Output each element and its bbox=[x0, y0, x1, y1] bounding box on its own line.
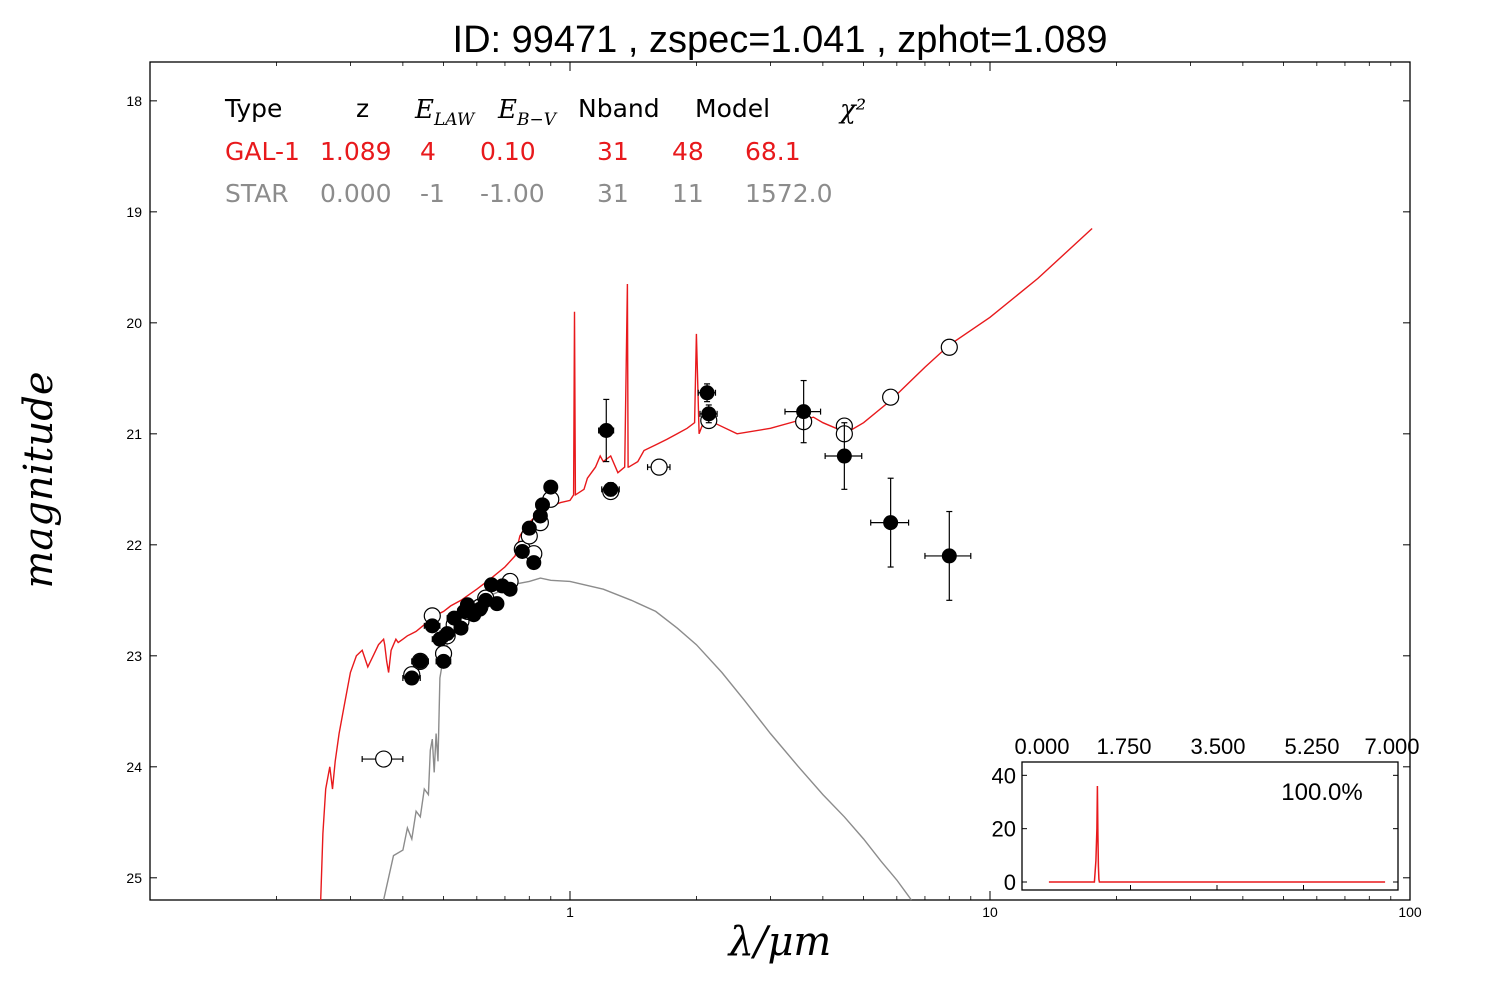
table-cell-gal-1: 48 bbox=[672, 137, 704, 166]
table-header-nband: Nband bbox=[578, 94, 660, 123]
table-header-chi2: χ² bbox=[838, 95, 866, 125]
observed-point bbox=[543, 479, 559, 495]
model-magnitude-point bbox=[650, 458, 668, 476]
observed-point bbox=[453, 620, 469, 636]
observed-point bbox=[941, 548, 957, 564]
observed-point bbox=[404, 670, 420, 686]
y-tick-label: 22 bbox=[126, 537, 142, 553]
inset-y-tick-label: 20 bbox=[992, 817, 1016, 842]
inset-x-tick-label: 3.500 bbox=[1190, 734, 1245, 759]
observed-point bbox=[836, 448, 852, 464]
table-cell-gal-1: 1.089 bbox=[320, 137, 392, 166]
fit-table: Type z ELAW EB−V Nband Model χ² GAL-1 1.0… bbox=[224, 94, 866, 208]
table-cell-star: -1 bbox=[420, 179, 445, 208]
observed-point bbox=[436, 653, 452, 669]
inset-y-tick-label: 0 bbox=[1004, 870, 1016, 895]
observed-point bbox=[796, 404, 812, 420]
y-tick-label: 24 bbox=[126, 759, 142, 775]
observed-point bbox=[521, 520, 537, 536]
model-curves bbox=[320, 227, 1093, 901]
table-header-z: z bbox=[356, 94, 369, 123]
table-cell-gal-1: 31 bbox=[597, 137, 629, 166]
observed-point bbox=[514, 543, 530, 559]
table-cell-star: STAR bbox=[225, 179, 289, 208]
observed-point bbox=[424, 618, 440, 634]
plot-frame bbox=[149, 61, 1411, 901]
inset-x-tick-label: 1.750 bbox=[1096, 734, 1151, 759]
table-rows: GAL-1 1.089 4 0.10 31 48 68.1 STAR 0.000 -1 -1.00 3… bbox=[225, 137, 832, 208]
inset-x-tick-label: 7.000 bbox=[1364, 734, 1419, 759]
inset-frame bbox=[1021, 761, 1399, 891]
table-header-type: Type bbox=[224, 94, 282, 123]
y-tick-label: 21 bbox=[126, 426, 142, 442]
inset-probability: 100.0% bbox=[1281, 779, 1362, 806]
table-cell-star: 11 bbox=[672, 179, 704, 208]
observed-point bbox=[412, 653, 428, 669]
observed-point bbox=[534, 497, 550, 513]
inset-pdf-line bbox=[1048, 785, 1386, 883]
x-axis-label: λ/μm bbox=[727, 919, 832, 965]
observed-point bbox=[502, 581, 518, 597]
table-cell-star: 1572.0 bbox=[745, 179, 832, 208]
observed-point bbox=[489, 596, 505, 612]
table-cell-gal-1: 4 bbox=[420, 137, 436, 166]
y-tick-label: 19 bbox=[126, 204, 142, 220]
table-header-model: Model bbox=[695, 94, 770, 123]
observed-point bbox=[883, 515, 899, 531]
observed-point bbox=[603, 481, 619, 497]
inset-curve bbox=[1048, 785, 1386, 883]
table-header-ebv: EB−V bbox=[497, 95, 558, 130]
table-cell-star: 31 bbox=[597, 179, 629, 208]
observed-point bbox=[526, 555, 542, 571]
x-tick-label: 1 bbox=[566, 904, 574, 920]
x-tick-label: 100 bbox=[1398, 904, 1422, 920]
chart-title: ID: 99471 , zspec=1.041 , zphot=1.089 bbox=[453, 19, 1108, 61]
series-line-gal-1 bbox=[320, 227, 1093, 901]
y-tick-label: 23 bbox=[126, 648, 142, 664]
y-axis-label: magnitude bbox=[16, 371, 62, 588]
table-header-elaw: ELAW bbox=[414, 95, 476, 130]
table-cell-gal-1: GAL-1 bbox=[225, 137, 300, 166]
photometry-points bbox=[361, 338, 972, 768]
model-magnitude-point bbox=[882, 388, 900, 406]
inset-ticks: 0.000 1.750 3.500 5.250 7.000 0 20 40 bbox=[992, 734, 1420, 895]
table-cell-star: 0.000 bbox=[320, 179, 392, 208]
y-tick-label: 20 bbox=[126, 315, 142, 331]
observed-point bbox=[598, 422, 614, 438]
x-tick-label: 10 bbox=[982, 904, 998, 920]
redshift-pdf-inset: 0.000 1.750 3.500 5.250 7.000 0 20 40 100.0% bbox=[992, 734, 1420, 895]
inset-y-tick-label: 40 bbox=[992, 763, 1016, 788]
inset-x-tick-label: 5.250 bbox=[1284, 734, 1339, 759]
table-cell-star: -1.00 bbox=[480, 179, 545, 208]
observed-point bbox=[439, 626, 455, 642]
y-tick-label: 18 bbox=[126, 93, 142, 109]
model-magnitude-point bbox=[375, 750, 393, 768]
y-tick-label: 25 bbox=[126, 870, 142, 886]
observed-point bbox=[699, 385, 715, 401]
observed-point bbox=[701, 406, 717, 422]
table-cell-gal-1: 68.1 bbox=[745, 137, 801, 166]
inset-x-tick-label: 0.000 bbox=[1014, 734, 1069, 759]
model-magnitude-point bbox=[940, 338, 958, 356]
table-cell-gal-1: 0.10 bbox=[480, 137, 536, 166]
